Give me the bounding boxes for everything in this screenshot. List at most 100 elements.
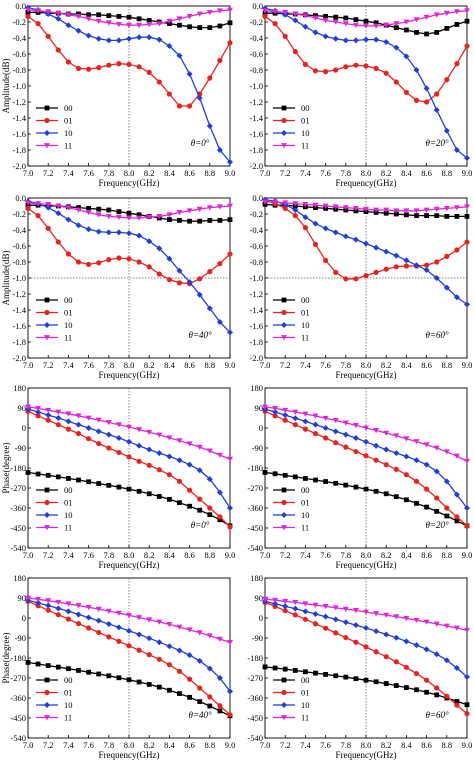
marker-circle bbox=[323, 69, 329, 75]
marker-diamond bbox=[413, 262, 420, 269]
marker-triangle-down bbox=[65, 12, 72, 18]
marker-circle bbox=[197, 276, 203, 282]
y-tick-label: -360 bbox=[10, 503, 26, 513]
y-tick-label: -450 bbox=[247, 523, 263, 533]
marker-diamond bbox=[206, 305, 213, 312]
chart-panel-ph60: 7.0 7.2 7.4 7.6 7.8 8.0 8.2 8.4 8.6 8.8 9.0 180 90 0 -… bbox=[247, 573, 472, 760]
marker-square bbox=[323, 479, 328, 484]
marker-diamond bbox=[105, 37, 112, 44]
marker-square bbox=[393, 211, 399, 217]
marker-diamond bbox=[156, 639, 163, 646]
marker-square bbox=[44, 487, 50, 493]
marker-circle bbox=[424, 486, 430, 492]
y-tick-label: -270 bbox=[10, 483, 26, 493]
marker-diamond bbox=[373, 442, 380, 449]
x-tick-label: 8.6 bbox=[184, 168, 195, 178]
series-01 bbox=[25, 408, 233, 530]
series-10 bbox=[25, 198, 233, 336]
marker-circle bbox=[136, 458, 142, 464]
marker-square bbox=[272, 665, 278, 671]
y-tick-label: -1.0 bbox=[250, 273, 263, 283]
marker-triangle-down bbox=[166, 18, 173, 24]
y-tick-label: -0.2 bbox=[13, 209, 26, 219]
legend-label-00: 00 bbox=[64, 295, 73, 305]
x-axis-label: Frequency(GHz) bbox=[99, 370, 160, 380]
marker-circle bbox=[75, 430, 82, 437]
marker-circle bbox=[217, 514, 223, 520]
marker-square bbox=[404, 685, 409, 690]
marker-diamond bbox=[413, 67, 420, 73]
marker-circle bbox=[292, 612, 298, 618]
marker-square bbox=[272, 471, 278, 477]
marker-circle bbox=[282, 417, 288, 423]
marker-circle bbox=[166, 277, 172, 283]
marker-diamond bbox=[393, 450, 400, 457]
marker-circle bbox=[292, 49, 298, 55]
marker-diamond bbox=[312, 220, 319, 227]
series-00 bbox=[262, 664, 470, 708]
marker-diamond bbox=[453, 294, 460, 301]
marker-circle bbox=[106, 445, 112, 451]
marker-square bbox=[44, 297, 50, 303]
marker-diamond bbox=[186, 652, 193, 659]
marker-triangle-down bbox=[393, 21, 400, 27]
marker-circle bbox=[176, 668, 183, 674]
marker-square bbox=[383, 681, 389, 686]
marker-circle bbox=[464, 43, 470, 49]
angle-annotation: θ=0° bbox=[191, 138, 210, 148]
legend-label-01: 01 bbox=[301, 308, 310, 318]
y-tick-label: -90 bbox=[15, 633, 26, 643]
legend-label-11: 11 bbox=[301, 713, 309, 723]
x-tick-label: 8.8 bbox=[204, 360, 215, 370]
marker-diamond bbox=[166, 453, 173, 460]
marker-diamond bbox=[443, 127, 450, 134]
marker-square bbox=[217, 517, 223, 523]
marker-diamond bbox=[95, 428, 102, 435]
marker-circle bbox=[156, 467, 162, 473]
marker-triangle-down bbox=[383, 430, 390, 436]
marker-diamond bbox=[342, 619, 349, 626]
x-tick-label: 7.6 bbox=[83, 550, 94, 560]
x-tick-label: 8.8 bbox=[441, 360, 452, 370]
marker-square bbox=[281, 487, 287, 493]
marker-circle bbox=[44, 309, 50, 316]
marker-triangle-down bbox=[413, 617, 420, 624]
marker-triangle-down bbox=[75, 14, 82, 20]
series-11 bbox=[262, 199, 470, 214]
marker-square bbox=[363, 18, 369, 24]
marker-diamond bbox=[216, 489, 223, 496]
legend: 00 01 10 11 bbox=[36, 675, 73, 723]
y-tick-label: -0.6 bbox=[13, 241, 26, 251]
marker-diamond bbox=[206, 123, 213, 129]
marker-square bbox=[187, 24, 192, 30]
marker-square bbox=[187, 218, 192, 224]
marker-diamond bbox=[332, 428, 339, 435]
marker-triangle-down bbox=[281, 715, 287, 721]
marker-square bbox=[292, 474, 298, 480]
marker-triangle-down bbox=[146, 617, 153, 623]
marker-diamond bbox=[363, 438, 369, 445]
marker-triangle-down bbox=[126, 22, 132, 28]
angle-annotation: θ=20° bbox=[425, 520, 448, 530]
marker-diamond bbox=[363, 240, 369, 247]
marker-diamond bbox=[206, 665, 213, 672]
x-axis-label: Frequency(GHz) bbox=[336, 560, 397, 570]
marker-triangle-down bbox=[105, 214, 112, 220]
x-tick-label: 7.4 bbox=[300, 168, 311, 178]
marker-circle bbox=[464, 239, 470, 245]
marker-diamond bbox=[55, 210, 62, 217]
marker-square bbox=[126, 486, 132, 492]
series-01 bbox=[25, 13, 233, 109]
y-tick-label: -180 bbox=[10, 463, 26, 473]
marker-triangle-down bbox=[105, 608, 112, 614]
marker-triangle-down bbox=[85, 210, 92, 216]
x-tick-label: 7.2 bbox=[280, 360, 291, 370]
y-tick-label: 0 bbox=[259, 613, 263, 623]
marker-diamond bbox=[156, 36, 163, 43]
marker-circle bbox=[434, 259, 440, 265]
marker-square bbox=[434, 213, 440, 218]
y-tick-label: -1.8 bbox=[13, 145, 26, 155]
marker-triangle-down bbox=[216, 8, 223, 14]
marker-triangle-down bbox=[115, 214, 122, 220]
legend-label-11: 11 bbox=[301, 141, 309, 151]
